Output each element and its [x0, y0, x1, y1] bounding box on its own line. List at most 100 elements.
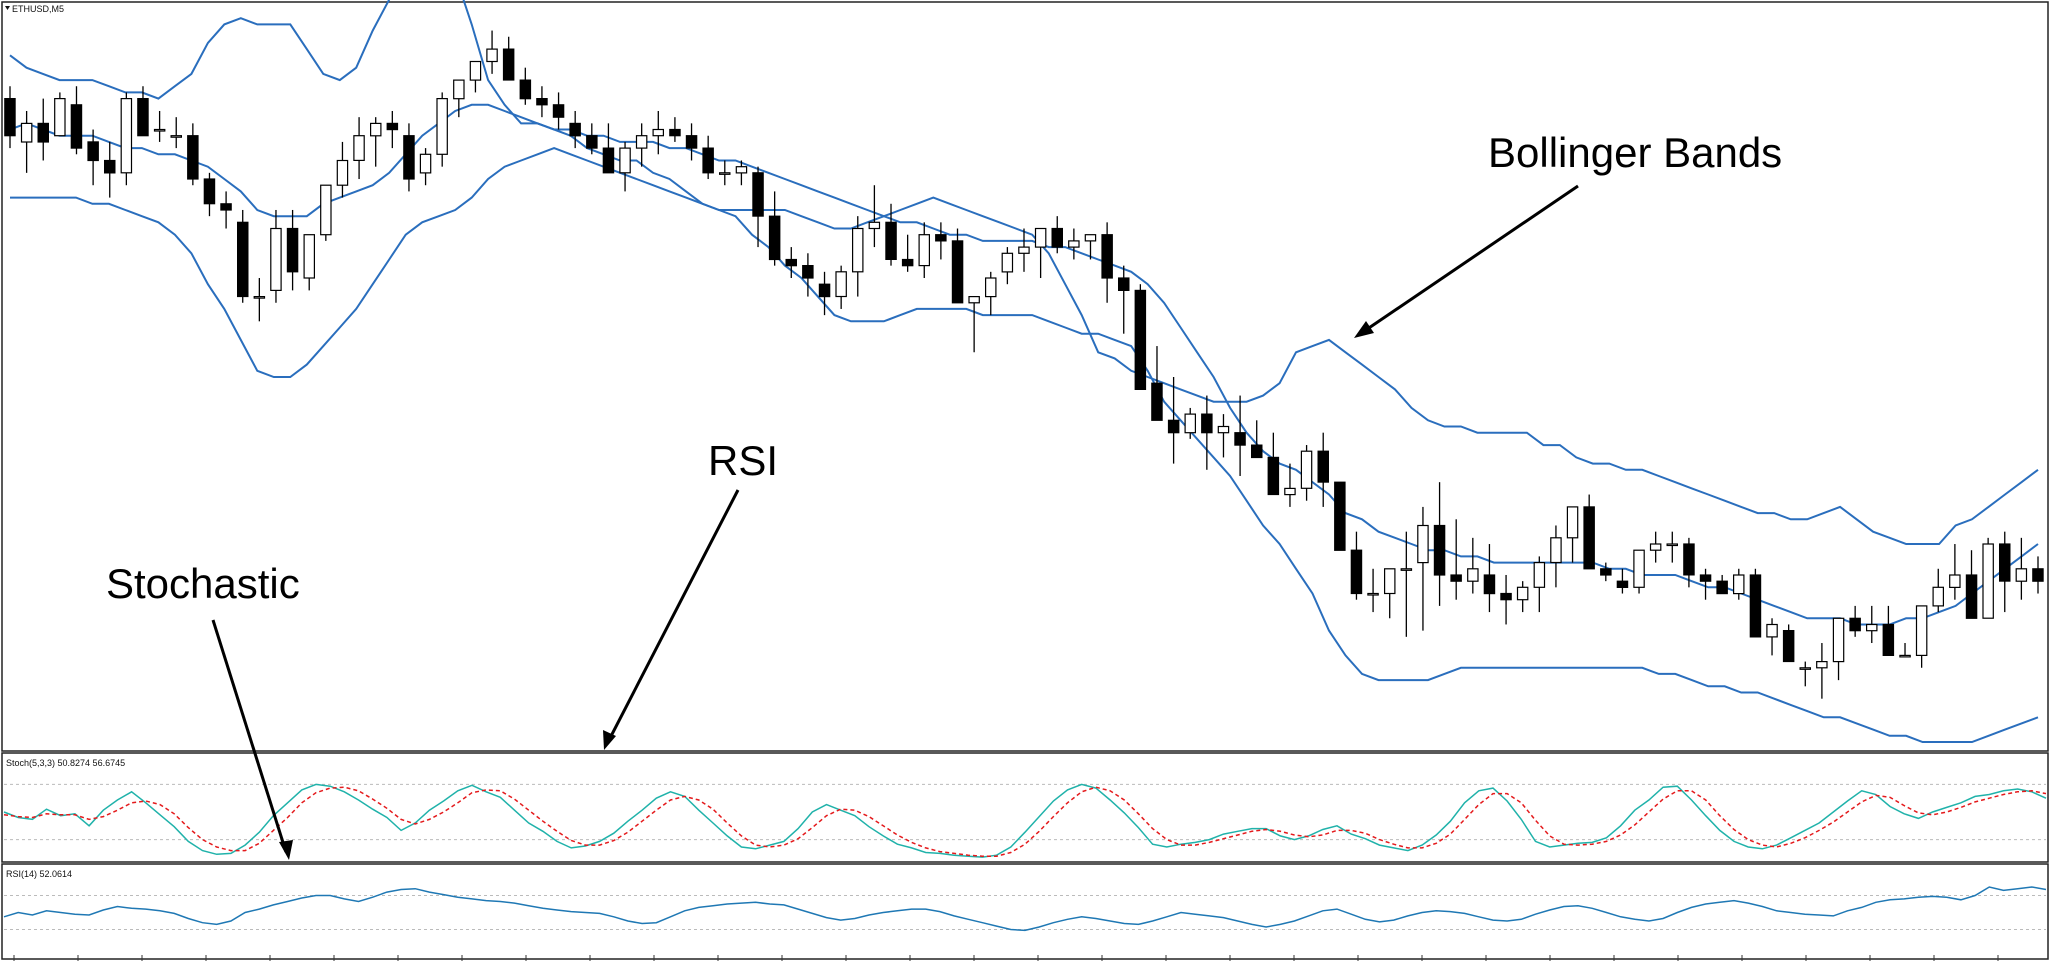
candle: [1151, 346, 1163, 421]
candle: [1483, 544, 1496, 613]
candle: [153, 110, 166, 142]
candle: [1433, 482, 1446, 606]
candle: [370, 117, 382, 167]
candle: [1865, 605, 1878, 644]
collapse-triangle-icon[interactable]: [5, 6, 10, 10]
candle: [1467, 537, 1479, 594]
candle: [2032, 556, 2044, 594]
candle: [1915, 605, 1928, 668]
candle: [70, 86, 83, 155]
stochastic-series-main: [3, 783, 2047, 858]
candle: [868, 185, 881, 248]
rsi-pane: [1, 863, 2049, 960]
candle: [1500, 574, 1512, 625]
stochastic-pane: [1, 752, 2049, 863]
candle: [403, 123, 415, 192]
candle: [1400, 531, 1413, 637]
candle: [1184, 407, 1196, 439]
candle: [1034, 227, 1047, 279]
candle: [1051, 216, 1063, 254]
candle: [436, 92, 448, 167]
candle: [1832, 617, 1845, 681]
rsi-label: RSI: [708, 437, 778, 484]
rsi-title: RSI(14) 52.0614: [6, 869, 72, 879]
candle: [103, 141, 116, 198]
candle: [1982, 537, 1994, 619]
candle: [1699, 568, 1712, 600]
candle: [1566, 506, 1579, 563]
candle: [270, 209, 282, 303]
candle: [901, 234, 914, 272]
candle: [1749, 568, 1762, 638]
candle: [935, 222, 947, 260]
time-axis-ticks: [13, 955, 1999, 961]
candle: [4, 86, 16, 149]
rsi-plot: [3, 886, 2047, 932]
stochastic-arrow-icon: [279, 840, 293, 860]
candle: [984, 271, 997, 316]
candle: [1417, 506, 1429, 631]
candle: [253, 278, 266, 322]
candle: [1167, 377, 1180, 464]
bollinger-label: Bollinger Bands: [1488, 129, 1782, 176]
candle: [87, 129, 99, 186]
candle: [652, 110, 664, 155]
candle: [519, 67, 532, 105]
candle: [1267, 432, 1280, 496]
candle: [1998, 531, 2011, 613]
candle: [752, 166, 764, 248]
candle: [486, 30, 498, 74]
candle: [203, 172, 216, 217]
candle: [918, 222, 930, 279]
candle: [1001, 247, 1014, 285]
candle: [802, 253, 814, 297]
candle: [602, 123, 615, 174]
candle: [569, 110, 581, 149]
candle: [1666, 531, 1678, 563]
candle: [1616, 568, 1629, 594]
candle: [1799, 661, 1811, 687]
candle: [20, 110, 33, 173]
candle: [552, 92, 565, 130]
candle: [386, 110, 399, 149]
candle: [1849, 605, 1861, 637]
candle: [1816, 643, 1828, 699]
candle: [303, 234, 316, 291]
candle: [1234, 395, 1246, 476]
candle: [1633, 549, 1645, 594]
candle: [37, 98, 49, 161]
candle: [2015, 537, 2028, 600]
candle: [1583, 494, 1595, 570]
annotations: Bollinger Bands RSI Stochastic: [106, 129, 1782, 860]
candle: [1367, 568, 1379, 613]
candle: [1134, 284, 1147, 390]
candle: [1899, 643, 1911, 658]
candle: [1550, 525, 1562, 588]
candle: [469, 60, 482, 93]
candle: [1068, 228, 1080, 260]
candle: [120, 92, 133, 186]
candle: [885, 203, 897, 266]
candle: [1683, 537, 1695, 588]
candle: [137, 86, 149, 137]
stochastic-plot: [3, 783, 2047, 858]
candle: [170, 117, 183, 149]
candle: [1101, 222, 1113, 303]
candle: [1334, 481, 1346, 551]
candle: [336, 141, 349, 198]
candle: [1716, 574, 1728, 595]
candle: [1450, 519, 1462, 600]
stochastic-series-signal: [3, 786, 2047, 857]
candle: [669, 117, 681, 142]
candle: [1117, 265, 1130, 334]
candle: [835, 265, 847, 309]
candle: [286, 209, 299, 291]
rsi-series-RSI: [3, 886, 2047, 932]
candle: [1882, 605, 1895, 656]
candle: [1766, 618, 1778, 656]
bollinger-band-lower: [10, 147, 2039, 743]
candle: [1782, 624, 1795, 663]
candle: [320, 184, 332, 241]
candle: [619, 141, 631, 192]
